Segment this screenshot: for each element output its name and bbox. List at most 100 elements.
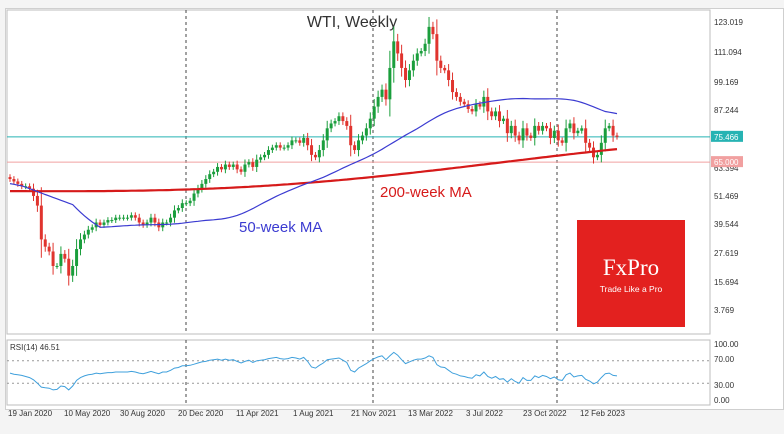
candle-body xyxy=(51,251,55,266)
date-tick-label: 19 Jan 2020 xyxy=(8,409,53,418)
candle-body xyxy=(290,140,294,146)
candle-body xyxy=(39,205,43,240)
candle-body xyxy=(165,222,169,224)
candle-body xyxy=(380,89,384,97)
candle-body xyxy=(357,140,361,151)
candle-body xyxy=(263,154,267,158)
candle-body xyxy=(521,128,525,141)
candle-body xyxy=(302,137,306,143)
candle-body xyxy=(313,154,317,158)
candle-body xyxy=(576,130,580,134)
date-tick-label: 10 May 2020 xyxy=(64,409,111,418)
candle-body xyxy=(486,96,490,112)
candle-body xyxy=(376,96,380,107)
fxpro-logo xyxy=(577,220,685,327)
rsi-pane xyxy=(6,339,711,406)
candle-body xyxy=(239,169,243,172)
candle-body xyxy=(368,118,372,129)
date-tick-label: 1 Aug 2021 xyxy=(293,409,334,418)
price-tick-label: 51.469 xyxy=(714,192,739,201)
candle-body xyxy=(133,215,137,218)
candle-body xyxy=(153,217,157,223)
candle-body xyxy=(78,239,82,250)
price-tick-label: 39.544 xyxy=(714,220,739,229)
date-tick-label: 23 Oct 2022 xyxy=(523,409,567,418)
candle-body xyxy=(90,227,94,230)
price-tick-label: 111.094 xyxy=(714,48,742,57)
candle-body xyxy=(400,53,404,68)
rsi-tick-label: 100.00 xyxy=(714,340,739,349)
candle-body xyxy=(548,128,552,138)
candle-body xyxy=(345,121,349,126)
candle-body xyxy=(513,125,517,136)
candle-body xyxy=(129,215,133,218)
candle-body xyxy=(404,67,408,81)
candle-body xyxy=(59,253,63,266)
candle-body xyxy=(509,125,513,134)
candle-body xyxy=(329,123,333,129)
candle-body xyxy=(470,108,474,112)
candle-body xyxy=(55,265,59,267)
candle-body xyxy=(564,128,568,143)
candle-body xyxy=(431,26,435,35)
candle-body xyxy=(517,135,521,141)
candle-body xyxy=(451,80,455,93)
candle-body xyxy=(270,147,274,151)
candle-body xyxy=(86,229,90,235)
candle-body xyxy=(63,253,67,259)
candle-body xyxy=(364,128,368,136)
candle-body xyxy=(529,135,533,138)
candle-body xyxy=(321,140,325,151)
current-price-tag-label: 75.466 xyxy=(714,133,739,142)
candle-body xyxy=(149,217,153,223)
candle-body xyxy=(353,145,357,151)
candle-body xyxy=(603,128,607,143)
candle-body xyxy=(145,222,149,225)
candle-body xyxy=(223,164,227,170)
candle-body xyxy=(419,51,423,54)
candle-body xyxy=(28,186,32,189)
rsi-tick-label: 0.00 xyxy=(714,396,730,405)
candle-body xyxy=(35,195,39,206)
ma50-line xyxy=(9,97,618,228)
candle-body xyxy=(208,174,212,180)
candle-body xyxy=(349,125,353,146)
candle-body xyxy=(505,118,509,134)
date-tick-label: 13 Mar 2022 xyxy=(408,409,453,418)
price-tick-label: 99.169 xyxy=(714,78,739,87)
candle-body xyxy=(192,193,196,201)
candle-body xyxy=(219,166,223,170)
candle-body xyxy=(243,164,247,172)
candle-body xyxy=(599,142,603,155)
candle-body xyxy=(266,150,270,155)
candle-body xyxy=(106,220,110,223)
candle-body xyxy=(333,121,337,124)
candle-body xyxy=(282,147,286,149)
candle-body xyxy=(525,128,529,136)
candle-body xyxy=(82,234,86,240)
candle-body xyxy=(360,135,364,141)
candle-body xyxy=(306,137,310,146)
candle-body xyxy=(216,166,220,172)
candle-body xyxy=(423,43,427,52)
price-tick-label: 15.694 xyxy=(714,278,739,287)
rsi-label: RSI(14) 46.51 xyxy=(10,343,60,352)
candle-body xyxy=(615,135,619,137)
chart-frame xyxy=(5,8,784,410)
date-tick-label: 12 Feb 2023 xyxy=(580,409,625,418)
candle-body xyxy=(595,154,599,158)
candle-body xyxy=(498,111,502,122)
candle-body xyxy=(325,128,329,141)
candle-body xyxy=(482,96,486,107)
candle-body xyxy=(474,104,478,112)
candle-body xyxy=(588,142,592,148)
candle-body xyxy=(118,217,122,219)
candle-body xyxy=(317,150,321,158)
candle-body xyxy=(125,217,129,219)
chart-title: WTI, Weekly xyxy=(307,14,397,31)
candle-body xyxy=(114,217,118,221)
candle-body xyxy=(169,217,173,223)
candle-body xyxy=(556,130,560,141)
candle-body xyxy=(98,222,102,225)
candle-body xyxy=(337,116,341,122)
